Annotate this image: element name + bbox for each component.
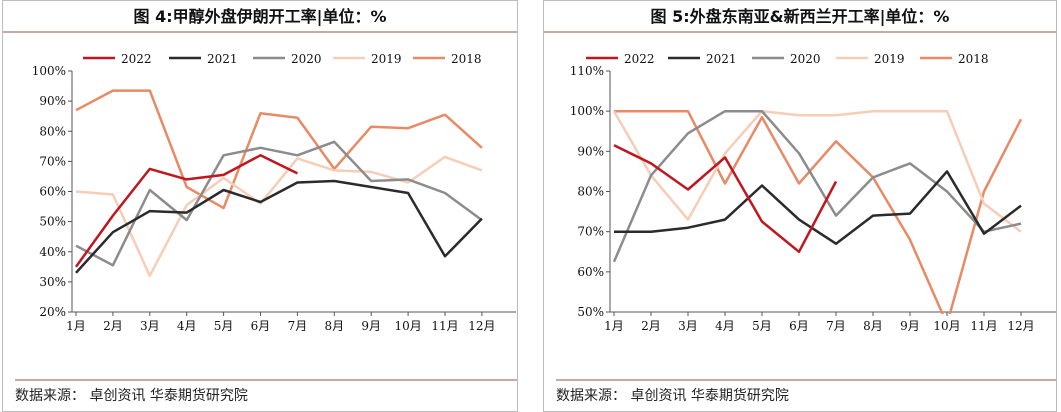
series-line-2022 — [613, 144, 838, 254]
series-line-2021 — [75, 179, 483, 274]
series-line-2020 — [612, 109, 1022, 263]
series-line-2021 — [614, 170, 1022, 245]
y-tick-label: 110% — [570, 64, 604, 78]
legend-label-2020: 2020 — [790, 52, 821, 66]
y-tick-label: 60% — [39, 185, 66, 199]
legend-label-2021: 2021 — [207, 52, 238, 66]
data-source-note: 数据来源： 卓创资讯 华泰期货研究院 — [556, 379, 1056, 411]
legend-label-2019: 2019 — [371, 52, 402, 66]
series-line-2022 — [74, 154, 298, 268]
series-line-2018 — [75, 89, 483, 210]
x-tick-label: 1月 — [604, 319, 624, 333]
chart-title: 图 4:甲醇外盘伊朗开工率|单位：% — [3, 3, 517, 33]
x-tick-label: 6月 — [251, 319, 271, 333]
chart-panel-iran: 图 4:甲醇外盘伊朗开工率|单位：% 20% 30% 40% 50% 60% 70% 80%… — [2, 0, 518, 412]
x-tick-label: 10月 — [933, 319, 960, 333]
legend-label-2022: 2022 — [624, 52, 655, 66]
x-tick-label: 2月 — [641, 319, 661, 333]
x-tick-label: 4月 — [715, 319, 735, 333]
series-line-2018 — [614, 109, 1023, 314]
y-tick-label: 80% — [577, 185, 604, 199]
x-tick-label: 3月 — [140, 319, 160, 333]
x-tick-label: 8月 — [324, 319, 344, 333]
y-tick-label: 60% — [577, 265, 604, 279]
x-tick-label: 1月 — [66, 319, 86, 333]
y-tick-label: 30% — [39, 275, 66, 289]
x-tick-label: 9月 — [900, 319, 920, 333]
y-tick-label: 70% — [39, 154, 66, 168]
line-chart: 50% 60% 70% 80% 90% 100% 110% 1月 2月 3月 4月 5月 6月 7月 8月 9… — [570, 52, 1056, 333]
y-tick-label: 50% — [577, 305, 604, 319]
series-group — [74, 89, 483, 278]
x-tick-label: 12月 — [468, 319, 495, 333]
x-tick-label: 5月 — [214, 319, 234, 333]
series-line-2019 — [612, 109, 1022, 233]
y-tick-label: 40% — [39, 245, 66, 259]
legend-label-2018: 2018 — [958, 52, 989, 66]
y-tick-label: 100% — [32, 64, 66, 78]
x-tick-label: 11月 — [970, 319, 997, 333]
legend-label-2020: 2020 — [291, 52, 322, 66]
x-tick-label: 7月 — [826, 319, 846, 333]
series-line-2020 — [75, 140, 483, 267]
x-tick-label: 9月 — [361, 319, 381, 333]
legend-label-2021: 2021 — [706, 52, 737, 66]
x-tick-label: 10月 — [394, 319, 421, 333]
x-tick-label: 4月 — [177, 319, 197, 333]
y-tick-label: 90% — [39, 94, 66, 108]
line-chart: 20% 30% 40% 50% 60% 70% 80% 90% 100% 1月 2月 3月 4月 5月 6月… — [32, 52, 516, 333]
x-tick-label: 5月 — [752, 319, 772, 333]
legend-label-2022: 2022 — [121, 52, 152, 66]
x-tick-label: 7月 — [288, 319, 308, 333]
y-tick-label: 70% — [577, 225, 604, 239]
y-tick-label: 50% — [39, 215, 66, 229]
y-tick-label: 80% — [39, 124, 66, 138]
x-tick-label: 12月 — [1007, 319, 1034, 333]
y-tick-label: 90% — [577, 144, 604, 158]
series-group — [612, 109, 1023, 314]
series-line-2019 — [75, 155, 483, 278]
legend-label-2019: 2019 — [874, 52, 905, 66]
chart-panel-sea-nz: 图 5:外盘东南亚&新西兰开工率|单位：% 50% 60% 70% 80% 90% 100… — [543, 0, 1057, 412]
x-tick-label: 6月 — [789, 319, 809, 333]
x-tick-label: 2月 — [103, 319, 123, 333]
data-source-note: 数据来源： 卓创资讯 华泰期货研究院 — [15, 379, 517, 411]
legend-label-2018: 2018 — [451, 52, 482, 66]
x-tick-label: 8月 — [863, 319, 883, 333]
y-tick-label: 100% — [570, 104, 604, 118]
y-tick-label: 20% — [39, 305, 66, 319]
x-tick-label: 11月 — [431, 319, 458, 333]
x-tick-label: 3月 — [678, 319, 698, 333]
chart-title: 图 5:外盘东南亚&新西兰开工率|单位：% — [544, 3, 1056, 33]
